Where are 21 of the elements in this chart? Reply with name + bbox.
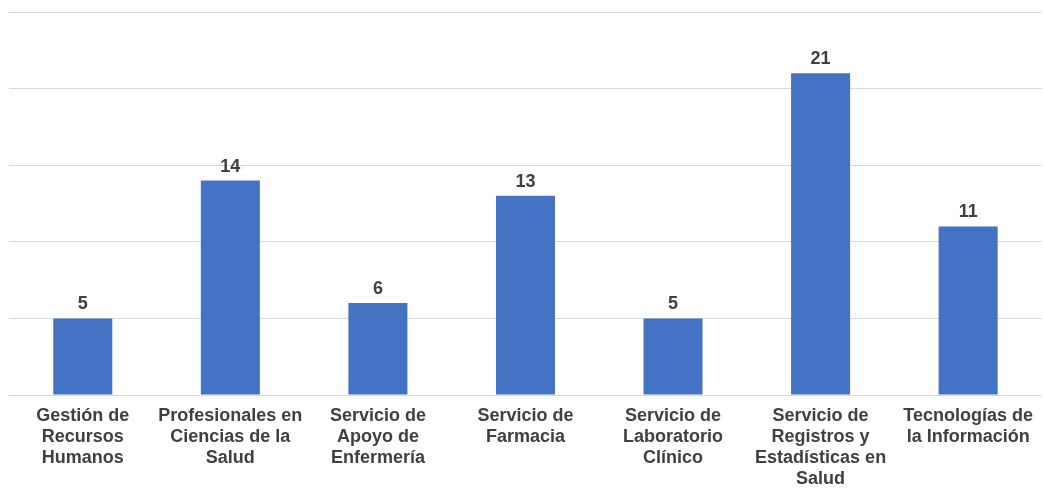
bar bbox=[791, 73, 851, 395]
bar bbox=[495, 195, 555, 395]
data-label: 5 bbox=[77, 293, 88, 314]
data-label: 13 bbox=[515, 170, 536, 191]
x-tick-label: Servicio de Apoyo de Enfermería bbox=[329, 405, 426, 468]
x-tick-label: Profesionales en Ciencias de la Salud bbox=[158, 405, 303, 468]
bar bbox=[938, 226, 998, 395]
data-label: 21 bbox=[810, 48, 831, 69]
x-tick-label: Servicio de Farmacia bbox=[477, 405, 574, 447]
data-label: 6 bbox=[372, 278, 383, 299]
x-tick-label: Servicio de Registros y Estadísticas en Salud bbox=[755, 405, 887, 489]
bar bbox=[643, 318, 703, 395]
bar bbox=[53, 318, 113, 395]
bar bbox=[348, 303, 408, 395]
data-label: 5 bbox=[668, 293, 679, 314]
x-tick-label: Servicio de Laboratorio Clínico bbox=[623, 405, 724, 468]
x-tick-label: Gestión de Recursos Humanos bbox=[36, 405, 130, 468]
bar bbox=[200, 180, 260, 395]
x-tick-label: Tecnologías de la Información bbox=[903, 405, 1034, 447]
data-label: 11 bbox=[958, 201, 978, 222]
data-label: 14 bbox=[220, 155, 241, 176]
